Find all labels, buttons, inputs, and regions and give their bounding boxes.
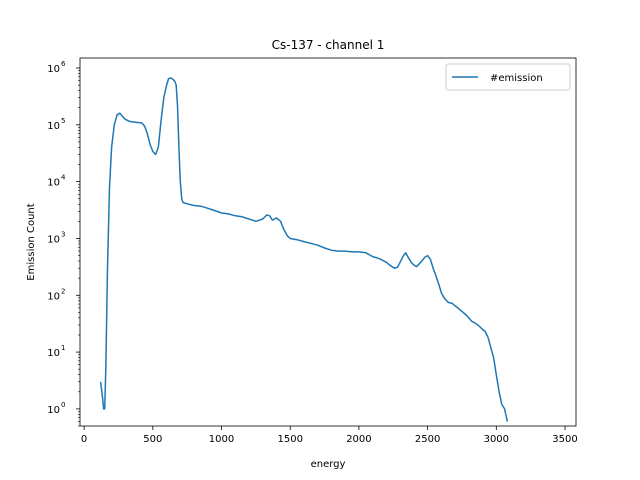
y-tick-exponent: 3	[61, 230, 65, 238]
plot-area	[99, 77, 509, 422]
y-tick-label: 10	[47, 291, 60, 302]
legend-entry-emission: #emission	[490, 73, 543, 84]
y-tick-label: 10	[47, 64, 60, 75]
y-tick-label: 10	[47, 234, 60, 245]
x-tick-label: 3000	[484, 434, 509, 445]
y-tick-exponent: 0	[61, 401, 65, 409]
x-tick-label: 0	[81, 434, 87, 445]
x-axis-ticks: 0 500 1000 1500 2000 2500 3000 3500	[81, 426, 578, 445]
chart-title: Cs-137 - channel 1	[272, 38, 385, 52]
x-tick-label: 3500	[552, 434, 577, 445]
y-tick-exponent: 1	[61, 344, 65, 352]
y-tick-label: 10	[47, 121, 60, 132]
series-line-emission	[99, 77, 509, 422]
x-tick-label: 2000	[346, 434, 371, 445]
y-tick-exponent: 5	[61, 117, 65, 125]
x-tick-label: 2500	[415, 434, 440, 445]
y-tick-label: 10	[47, 348, 60, 359]
y-tick-exponent: 4	[61, 174, 66, 182]
y-tick-label: 10	[47, 405, 60, 416]
y-tick-label: 10	[47, 178, 60, 189]
x-tick-label: 500	[143, 434, 162, 445]
x-tick-label: 1500	[277, 434, 302, 445]
y-tick-exponent: 6	[61, 60, 66, 68]
x-tick-label: 1000	[209, 434, 234, 445]
legend-box	[445, 63, 571, 91]
legend: #emission	[445, 63, 571, 91]
x-axis-label: energy	[311, 459, 346, 470]
y-axis-label: Emission Count	[26, 203, 37, 280]
y-tick-exponent: 2	[61, 287, 65, 295]
axes-frame	[79, 57, 577, 427]
